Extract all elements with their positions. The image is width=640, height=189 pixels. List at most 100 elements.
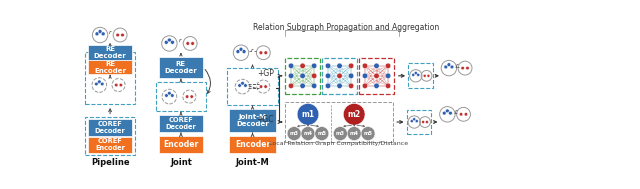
Circle shape (413, 118, 416, 121)
Circle shape (461, 66, 465, 70)
Text: RE
Decoder: RE Decoder (93, 46, 127, 59)
Circle shape (301, 127, 315, 140)
Text: Joint-M: Joint-M (236, 158, 269, 167)
FancyBboxPatch shape (230, 136, 276, 153)
Circle shape (239, 47, 243, 51)
Text: m4: m4 (303, 131, 312, 136)
Circle shape (98, 30, 102, 33)
Circle shape (415, 120, 419, 123)
Circle shape (447, 63, 451, 67)
Circle shape (191, 42, 195, 45)
Circle shape (464, 113, 468, 116)
Text: COREF
Decoder: COREF Decoder (166, 117, 196, 130)
Circle shape (287, 127, 301, 140)
Circle shape (121, 33, 124, 37)
Circle shape (362, 83, 367, 88)
Circle shape (312, 63, 317, 68)
Text: Encoder: Encoder (235, 140, 270, 149)
Circle shape (116, 33, 120, 37)
Circle shape (460, 113, 463, 116)
Circle shape (362, 63, 367, 68)
FancyBboxPatch shape (88, 60, 132, 74)
Circle shape (344, 104, 365, 125)
FancyBboxPatch shape (88, 119, 132, 136)
Circle shape (264, 85, 268, 88)
Circle shape (259, 51, 262, 54)
FancyBboxPatch shape (88, 137, 132, 153)
Text: m4: m4 (349, 131, 358, 136)
Circle shape (337, 63, 342, 68)
Circle shape (242, 50, 246, 53)
Text: r: r (109, 30, 112, 35)
Circle shape (450, 65, 454, 69)
Circle shape (236, 50, 240, 53)
Text: COREF
Encoder: COREF Encoder (95, 138, 125, 151)
Circle shape (412, 73, 415, 76)
Circle shape (190, 95, 193, 98)
Circle shape (95, 82, 98, 86)
Text: Local Relation Graph Compatibility/Distance: Local Relation Graph Compatibility/Dista… (269, 141, 408, 146)
Text: m5: m5 (364, 131, 372, 136)
Circle shape (466, 66, 469, 70)
Circle shape (348, 83, 354, 88)
Circle shape (348, 63, 354, 68)
Circle shape (264, 51, 268, 54)
Circle shape (348, 73, 354, 78)
Text: RE
Decoder: RE Decoder (164, 61, 197, 74)
Circle shape (101, 32, 105, 36)
Circle shape (312, 83, 317, 88)
Text: m3: m3 (290, 131, 299, 136)
Circle shape (289, 73, 294, 78)
Circle shape (95, 32, 99, 36)
Circle shape (337, 83, 342, 88)
Circle shape (300, 63, 305, 68)
Text: Pipeline: Pipeline (91, 158, 129, 167)
Text: m5: m5 (317, 131, 326, 136)
Circle shape (297, 104, 319, 125)
Circle shape (238, 84, 241, 87)
Text: m2: m2 (348, 110, 361, 119)
Circle shape (422, 121, 424, 123)
Circle shape (170, 94, 174, 97)
Text: m1: m1 (301, 110, 314, 119)
Circle shape (444, 65, 447, 69)
Circle shape (427, 74, 430, 77)
Circle shape (385, 63, 391, 68)
Text: +GP: +GP (257, 69, 274, 78)
Circle shape (164, 40, 168, 44)
Circle shape (186, 42, 189, 45)
Circle shape (333, 127, 348, 140)
Circle shape (289, 63, 294, 68)
Circle shape (300, 73, 305, 78)
Circle shape (348, 127, 361, 140)
Circle shape (97, 80, 101, 84)
Text: Joint: Joint (170, 158, 192, 167)
Circle shape (300, 83, 305, 88)
FancyBboxPatch shape (159, 136, 204, 153)
Circle shape (289, 83, 294, 88)
Circle shape (374, 73, 380, 78)
Circle shape (374, 83, 380, 88)
FancyBboxPatch shape (159, 115, 204, 132)
Text: Relation Subgraph Propagation and Aggregation: Relation Subgraph Propagation and Aggreg… (253, 23, 439, 32)
Circle shape (325, 63, 331, 68)
Circle shape (168, 38, 172, 42)
Circle shape (164, 94, 168, 97)
Circle shape (426, 121, 428, 123)
Circle shape (410, 120, 413, 123)
FancyBboxPatch shape (88, 45, 132, 60)
Text: r: r (252, 47, 254, 53)
Circle shape (119, 83, 122, 87)
FancyBboxPatch shape (230, 109, 276, 132)
Circle shape (442, 111, 446, 115)
Circle shape (315, 127, 329, 140)
Circle shape (186, 95, 189, 98)
Circle shape (168, 91, 171, 95)
Circle shape (385, 83, 391, 88)
Circle shape (417, 73, 420, 76)
Circle shape (115, 83, 118, 87)
Circle shape (414, 71, 417, 75)
Circle shape (449, 111, 452, 115)
Text: m3: m3 (336, 131, 345, 136)
Circle shape (100, 82, 104, 86)
